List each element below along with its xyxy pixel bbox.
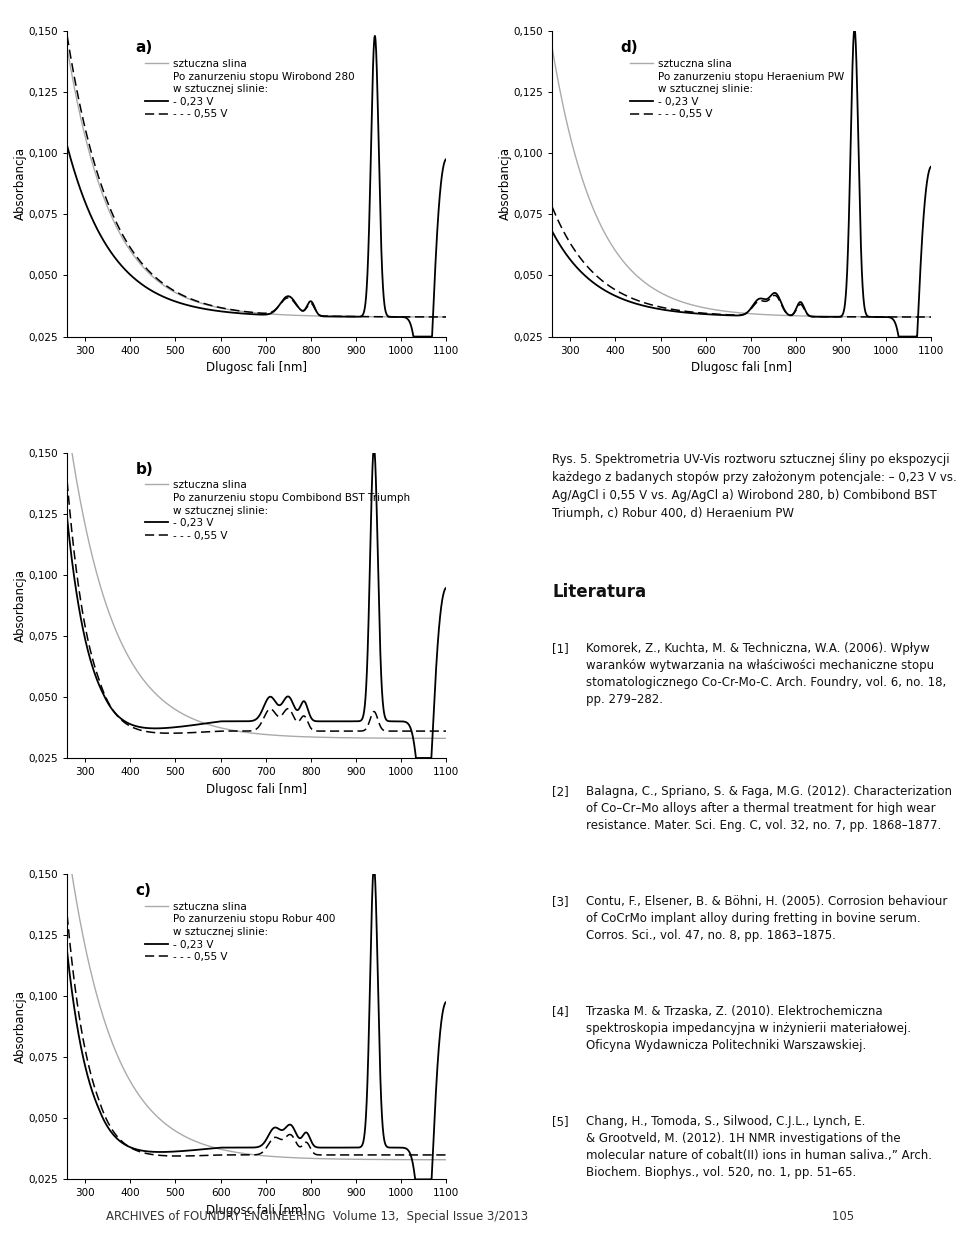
Text: Chang, H., Tomoda, S., Silwood, C.J.L., Lynch, E.
& Grootveld, M. (2012). 1H NMR: Chang, H., Tomoda, S., Silwood, C.J.L., … xyxy=(587,1114,932,1178)
Text: Trzaska M. & Trzaska, Z. (2010). Elektrochemiczna
spektroskopia impedancyjna w i: Trzaska M. & Trzaska, Z. (2010). Elektro… xyxy=(587,1005,911,1052)
Text: [4]: [4] xyxy=(552,1005,569,1018)
Text: Literatura: Literatura xyxy=(552,583,646,602)
Y-axis label: Absorbancja: Absorbancja xyxy=(14,569,27,641)
Legend: sztuczna slina, Po zanurzeniu stopu Wirobond 280, w sztucznej slinie:, - 0,23 V,: sztuczna slina, Po zanurzeniu stopu Wiro… xyxy=(140,55,359,124)
Legend: sztuczna slina, Po zanurzeniu stopu Combibond BST Triumph, w sztucznej slinie:, : sztuczna slina, Po zanurzeniu stopu Comb… xyxy=(140,477,414,545)
Text: Rys. 5. Spektrometria UV-Vis roztworu sztucznej śliny po ekspozycji
każdego z ba: Rys. 5. Spektrometria UV-Vis roztworu sz… xyxy=(552,453,957,519)
Text: [3]: [3] xyxy=(552,895,569,909)
Y-axis label: Absorbancja: Absorbancja xyxy=(14,990,27,1063)
Y-axis label: Absorbancja: Absorbancja xyxy=(14,147,27,221)
Text: [5]: [5] xyxy=(552,1114,569,1128)
Text: [1]: [1] xyxy=(552,641,569,654)
Y-axis label: Absorbancja: Absorbancja xyxy=(499,147,512,221)
Text: d): d) xyxy=(620,40,638,55)
Text: c): c) xyxy=(135,884,152,899)
X-axis label: Dlugosc fali [nm]: Dlugosc fali [nm] xyxy=(206,1204,307,1217)
Legend: sztuczna slina, Po zanurzeniu stopu Heraenium PW, w sztucznej slinie:, - 0,23 V,: sztuczna slina, Po zanurzeniu stopu Hera… xyxy=(626,55,849,124)
Text: Contu, F., Elsener, B. & Böhni, H. (2005). Corrosion behaviour
of CoCrMo implant: Contu, F., Elsener, B. & Böhni, H. (2005… xyxy=(587,895,948,942)
Text: b): b) xyxy=(135,462,154,477)
Legend: sztuczna slina, Po zanurzeniu stopu Robur 400, w sztucznej slinie:, - 0,23 V, - : sztuczna slina, Po zanurzeniu stopu Robu… xyxy=(140,897,340,966)
X-axis label: Dlugosc fali [nm]: Dlugosc fali [nm] xyxy=(691,361,792,374)
X-axis label: Dlugosc fali [nm]: Dlugosc fali [nm] xyxy=(206,782,307,795)
Text: Balagna, C., Spriano, S. & Faga, M.G. (2012). Characterization
of Co–Cr–Mo alloy: Balagna, C., Spriano, S. & Faga, M.G. (2… xyxy=(587,785,952,832)
Text: a): a) xyxy=(135,40,153,55)
Text: Komorek, Z., Kuchta, M. & Techniczna, W.A. (2006). Wpływ
waranków wytwarzania na: Komorek, Z., Kuchta, M. & Techniczna, W.… xyxy=(587,641,947,705)
X-axis label: Dlugosc fali [nm]: Dlugosc fali [nm] xyxy=(206,361,307,374)
Text: ARCHIVES of FOUNDRY ENGINEERING  Volume 13,  Special Issue 3/2013               : ARCHIVES of FOUNDRY ENGINEERING Volume 1… xyxy=(106,1211,854,1223)
Text: [2]: [2] xyxy=(552,785,569,799)
